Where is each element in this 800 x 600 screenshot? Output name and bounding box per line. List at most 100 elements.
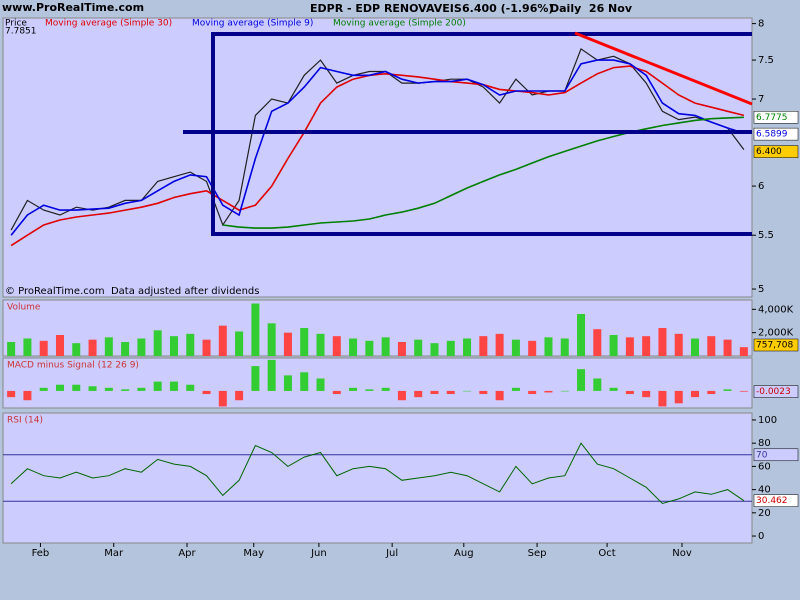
volume-panel — [2, 299, 753, 357]
bar — [609, 335, 618, 356]
bar — [430, 343, 439, 356]
bar — [267, 323, 276, 356]
y-tick-label: 5.5 — [758, 230, 774, 241]
bar — [625, 390, 634, 395]
bar — [23, 390, 32, 401]
cursor-value: 7.7851 — [5, 27, 37, 37]
bar — [739, 347, 748, 356]
bar — [283, 332, 292, 356]
y-tick-label: 2,000K — [758, 328, 794, 339]
bar — [560, 390, 569, 392]
bar — [121, 389, 130, 391]
bar — [365, 389, 374, 391]
bar — [88, 386, 97, 391]
bar — [511, 387, 520, 391]
bar — [674, 333, 683, 356]
bar — [137, 387, 146, 391]
last-value-label-box — [753, 494, 799, 507]
bar — [72, 343, 81, 356]
bar — [283, 375, 292, 391]
bar — [104, 387, 113, 391]
bar — [235, 390, 244, 401]
bar — [186, 333, 195, 356]
series-line — [10, 59, 745, 236]
bar — [300, 372, 309, 391]
title: EDPR - EDP RENOVAVEIS — [310, 2, 462, 15]
bar — [7, 342, 16, 356]
bar — [707, 336, 716, 356]
bar — [414, 339, 423, 356]
last-value-label: 6.400 — [756, 147, 782, 157]
bar — [642, 336, 651, 356]
y-tick-label: 8 — [758, 19, 764, 30]
legend-entry: Price — [5, 19, 27, 29]
x-tick-label: Feb — [32, 548, 50, 559]
bar — [479, 336, 488, 356]
bar — [39, 340, 48, 356]
bar — [186, 384, 195, 391]
bar — [7, 390, 16, 398]
x-tick-label: Sep — [528, 548, 547, 559]
series-line — [10, 65, 745, 247]
bar — [593, 378, 602, 391]
bar — [137, 338, 146, 356]
x-tick-label: Jul — [385, 548, 398, 559]
y-tick-label: 6 — [758, 181, 764, 192]
y-tick-label: 7 — [758, 94, 764, 105]
rsi-line — [10, 442, 745, 505]
y-tick-label: 4,000K — [758, 304, 794, 315]
level-label: 70 — [756, 450, 768, 460]
bar — [218, 390, 227, 407]
bar — [430, 390, 439, 395]
bar — [332, 390, 341, 395]
bar — [691, 338, 700, 356]
bar — [169, 381, 178, 391]
last-value-label-box — [753, 127, 799, 141]
level-label-box — [753, 448, 799, 462]
x-tick-label: Mar — [104, 548, 124, 559]
bar — [397, 390, 406, 401]
bar — [446, 340, 455, 356]
panel-title: RSI (14) — [7, 416, 43, 426]
y-tick-label: 7.5 — [758, 55, 774, 66]
bar — [739, 390, 748, 392]
last-value-label: -0.0023 — [756, 387, 791, 397]
legend-entry: Moving average (Simple 9) — [192, 19, 313, 29]
bar — [609, 387, 618, 391]
x-tick-label: Oct — [598, 548, 615, 559]
y-tick-label: 100 — [758, 415, 777, 426]
bar — [658, 328, 667, 356]
bar — [300, 328, 309, 356]
price-panel — [2, 17, 753, 298]
x-tick-label: May — [243, 548, 264, 559]
bar — [202, 390, 211, 395]
bar — [218, 325, 227, 356]
last-value-label-box — [753, 145, 799, 158]
bar — [495, 390, 504, 401]
bar — [251, 303, 260, 356]
bar — [55, 384, 64, 391]
bar — [723, 389, 732, 391]
trend-line — [574, 31, 753, 106]
bar — [349, 338, 358, 356]
bar — [463, 390, 472, 392]
x-tick-label: Jun — [310, 548, 327, 559]
last-value-label: 757,708 — [756, 341, 793, 351]
bar — [55, 335, 64, 356]
bar — [414, 390, 423, 398]
bar — [39, 387, 48, 391]
bar — [251, 366, 260, 391]
bar — [153, 381, 162, 391]
y-tick-label: 80 — [758, 438, 771, 449]
x-tick-label: Nov — [672, 548, 692, 559]
bar — [479, 390, 488, 395]
price-change: 6.400 (-1.96%) — [462, 2, 553, 15]
bar — [104, 337, 113, 356]
note: © ProRealTime.com Data adjusted after di… — [5, 286, 259, 297]
bar — [267, 359, 276, 391]
bar — [528, 340, 537, 356]
bar — [658, 390, 667, 407]
bar — [169, 336, 178, 356]
source: www.ProRealTime.com — [2, 1, 144, 14]
bar — [707, 390, 716, 395]
